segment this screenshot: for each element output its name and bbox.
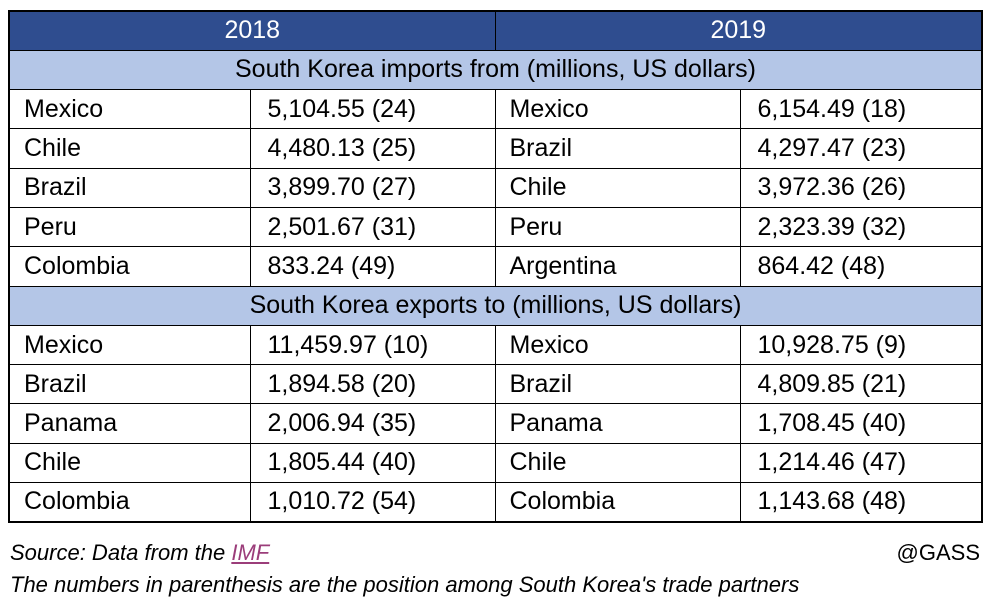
country-2019-cell: Mexico	[494, 324, 741, 366]
value-2019-cell: 864.42 (48)	[739, 246, 983, 287]
country-2018-cell: Mexico	[8, 324, 251, 366]
imf-link[interactable]: IMF	[231, 540, 270, 565]
value-2019-cell: 1,708.45 (40)	[739, 403, 983, 444]
country-2019-cell: Brazil	[494, 364, 741, 405]
table-row: Chile 1,805.44 (40) Chile 1,214.46 (47)	[8, 442, 983, 484]
value-2018-cell: 4,480.13 (25)	[249, 128, 496, 169]
section-title: South Korea imports from (millions, US d…	[8, 49, 983, 91]
value-2019-cell: 6,154.49 (18)	[739, 89, 983, 130]
value-2019-cell: 4,297.47 (23)	[739, 128, 983, 169]
source-line: Source: Data from the IMF	[10, 540, 269, 566]
country-2019-cell: Argentina	[494, 246, 741, 287]
table-row: Colombia 1,010.72 (54) Colombia 1,143.68 (4…	[8, 482, 983, 523]
trade-table: 2018 2019 South Korea imports from (mill…	[8, 10, 983, 523]
year-header-row: 2018 2019	[8, 10, 983, 51]
value-2019-cell: 3,972.36 (26)	[739, 167, 983, 208]
value-2019-cell: 2,323.39 (32)	[739, 206, 983, 248]
table-row: Peru 2,501.67 (31) Peru 2,323.39 (32)	[8, 206, 983, 248]
country-2019-cell: Brazil	[494, 128, 741, 169]
table-row: Panama 2,006.94 (35) Panama 1,708.45 (40)	[8, 403, 983, 444]
section-header-row: South Korea imports from (millions, US d…	[8, 49, 983, 91]
country-2018-cell: Brazil	[8, 167, 251, 208]
country-2019-cell: Panama	[494, 403, 741, 444]
value-2018-cell: 11,459.97 (10)	[249, 324, 496, 366]
country-2019-cell: Mexico	[494, 89, 741, 130]
value-2019-cell: 1,214.46 (47)	[739, 442, 983, 484]
value-2018-cell: 833.24 (49)	[249, 246, 496, 287]
value-2018-cell: 1,894.58 (20)	[249, 364, 496, 405]
table-row: Brazil 1,894.58 (20) Brazil 4,809.85 (21)	[8, 364, 983, 405]
year-header-2018: 2018	[8, 10, 496, 51]
value-2018-cell: 3,899.70 (27)	[249, 167, 496, 208]
footnote: The numbers in parenthesis are the posit…	[10, 572, 800, 597]
country-2018-cell: Panama	[8, 403, 251, 444]
country-2019-cell: Peru	[494, 206, 741, 248]
country-2019-cell: Chile	[494, 442, 741, 484]
value-2019-cell: 1,143.68 (48)	[739, 482, 983, 523]
value-2018-cell: 5,104.55 (24)	[249, 89, 496, 130]
table-row: Mexico 5,104.55 (24) Mexico 6,154.49 (18)	[8, 89, 983, 130]
value-2018-cell: 2,501.67 (31)	[249, 206, 496, 248]
author-handle: @GASS	[896, 540, 980, 565]
country-2018-cell: Chile	[8, 128, 251, 169]
value-2018-cell: 1,010.72 (54)	[249, 482, 496, 523]
value-2019-cell: 10,928.75 (9)	[739, 324, 983, 366]
table-row: Mexico 11,459.97 (10) Mexico 10,928.75 (9)	[8, 324, 983, 366]
country-2018-cell: Brazil	[8, 364, 251, 405]
section-header-row: South Korea exports to (millions, US dol…	[8, 285, 983, 326]
table-row: Chile 4,480.13 (25) Brazil 4,297.47 (23)	[8, 128, 983, 169]
country-2018-cell: Colombia	[8, 482, 251, 523]
country-2018-cell: Colombia	[8, 246, 251, 287]
country-2019-cell: Colombia	[494, 482, 741, 523]
source-prefix: Source: Data from the	[10, 540, 232, 565]
value-2018-cell: 1,805.44 (40)	[249, 442, 496, 484]
table-row: Colombia 833.24 (49) Argentina 864.42 (48)	[8, 246, 983, 287]
country-2018-cell: Peru	[8, 206, 251, 248]
value-2019-cell: 4,809.85 (21)	[739, 364, 983, 405]
value-2018-cell: 2,006.94 (35)	[249, 403, 496, 444]
country-2019-cell: Chile	[494, 167, 741, 208]
section-title: South Korea exports to (millions, US dol…	[8, 285, 983, 326]
year-header-2019: 2019	[494, 10, 983, 51]
table-row: Brazil 3,899.70 (27) Chile 3,972.36 (26)	[8, 167, 983, 208]
country-2018-cell: Mexico	[8, 89, 251, 130]
country-2018-cell: Chile	[8, 442, 251, 484]
